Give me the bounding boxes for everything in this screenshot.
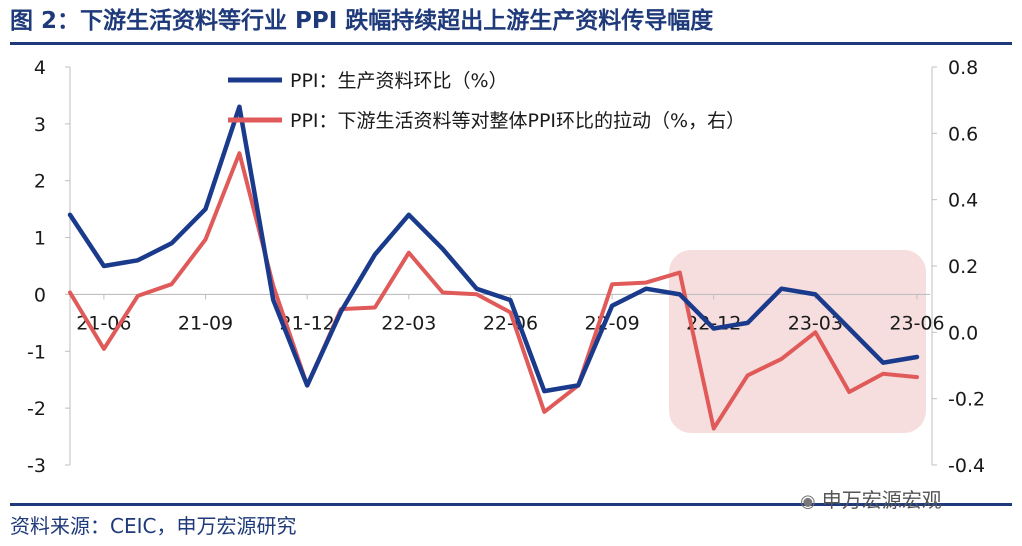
series-line-2 [68,151,919,431]
legend: PPI：生产资料环比（%） PPI：下游生活资料等对整体PPI环比的拉动（%，右… [228,70,745,132]
wechat-icon: ◉ [800,491,816,512]
x-tick-label: 23-06 [889,312,944,334]
y-right-tick-label: -0.2 [948,389,985,411]
y-left-tick-label: -1 [27,341,46,363]
source-note: 资料来源：CEIC，申万宏源研究 [10,514,297,538]
y-left-tick-label: 3 [34,114,46,136]
figure-title: 图 2：下游生活资料等行业 PPI 跌幅持续超出上游生产资料传导幅度 [10,8,714,34]
series-line-1 [67,104,920,394]
x-tick-label: 21-09 [178,312,233,334]
footer-divider [10,503,1012,506]
series-lines [67,104,920,431]
y-left-tick-label: -3 [27,455,46,477]
x-tick-label: 22-09 [584,312,639,334]
y-left-tick-label: 1 [34,228,46,250]
y-left-tick-label: 4 [34,57,46,79]
y-right-tick-label: 0.0 [948,322,978,344]
x-tick-label: 23-03 [788,312,843,334]
watermark: ◉ 申万宏源宏观 [800,484,942,513]
legend-label-series-1: PPI：生产资料环比（%） [290,70,508,92]
y-right-tick-label: 0.4 [948,190,978,212]
y-right-tick-label: 0.2 [948,256,978,278]
x-tick-label: 21-12 [280,312,335,334]
y-left-tick-label: -2 [27,398,46,420]
x-tick-label: 22-06 [483,312,538,334]
x-tick-label: 22-03 [381,312,436,334]
watermark-text: 申万宏源宏观 [821,488,942,512]
legend-label-series-2: PPI：下游生活资料等对整体PPI环比的拉动（%，右） [290,110,745,132]
y-left-tick-label: 2 [34,171,46,193]
title-divider [10,42,1012,45]
x-tick-label: 22-12 [686,312,741,334]
y-right-tick-label: 0.6 [948,123,978,145]
y-right-tick-label: 0.8 [948,57,978,79]
y-right-tick-label: -0.4 [948,455,985,477]
y-left-tick-label: 0 [34,284,46,306]
